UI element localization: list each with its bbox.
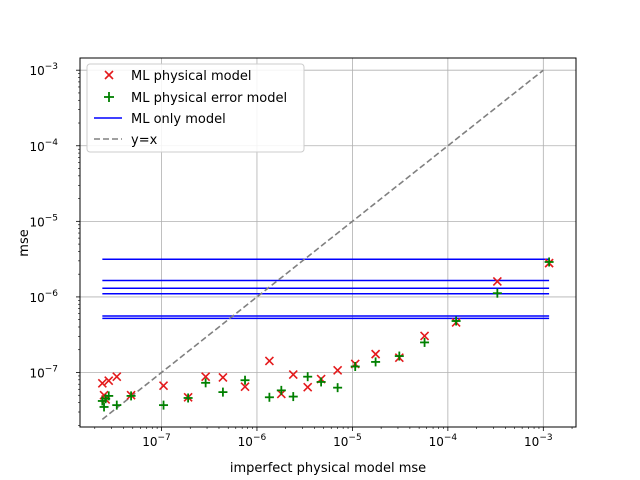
x-marker-stroke <box>104 376 114 386</box>
y-equals-x-line <box>101 69 544 420</box>
x-marker-stroke <box>264 356 274 366</box>
x-marker-stroke <box>112 372 122 382</box>
x-marker-point <box>240 382 250 392</box>
x-axis-label: imperfect physical model mse <box>230 461 426 476</box>
plus-marker-point <box>112 400 122 410</box>
y-tick-label: 10−7 <box>29 364 58 380</box>
plus-marker-point <box>288 392 298 402</box>
x-marker-stroke <box>303 382 313 392</box>
y-tick-label: 10−3 <box>29 62 58 78</box>
x-marker-stroke <box>371 349 381 359</box>
plus-marker-point <box>104 391 114 401</box>
legend-label-ml-physical-model: ML physical model <box>131 69 252 84</box>
x-marker-stroke <box>201 372 211 382</box>
x-marker-point <box>333 365 343 375</box>
plus-marker-point <box>492 288 502 298</box>
plus-marker-point <box>451 316 461 326</box>
plus-marker-point <box>394 351 404 361</box>
x-marker-stroke <box>492 276 502 287</box>
plus-marker-point <box>218 387 228 397</box>
y-tick-label: 10−4 <box>29 138 58 154</box>
y-equals-x-path <box>101 69 544 420</box>
y-axis-ticks: 10−7 10−6 10−5 10−4 10−3 <box>29 62 80 426</box>
x-marker-point <box>158 381 169 391</box>
plus-marker-point <box>264 392 274 402</box>
y-axis-label: mse <box>17 229 32 256</box>
legend-marker-plus-icon <box>104 92 114 102</box>
plus-marker-point <box>316 377 326 387</box>
x-marker-point <box>264 356 274 366</box>
x-marker-stroke <box>240 382 250 392</box>
x-marker-point <box>419 331 430 341</box>
x-marker-stroke <box>218 372 228 383</box>
plus-marker-point <box>420 337 430 347</box>
plus-marker-point <box>303 372 313 382</box>
ml-physical-error-model-points <box>97 257 554 412</box>
plus-marker-point <box>201 378 211 388</box>
x-marker-stroke <box>97 378 107 388</box>
x-marker-point <box>201 372 211 382</box>
y-tick-label: 10−6 <box>29 289 58 305</box>
plus-marker-point <box>350 362 360 372</box>
plus-marker-point <box>333 383 343 393</box>
plus-marker-point <box>544 257 554 267</box>
x-marker-point <box>303 382 313 392</box>
x-marker-point <box>288 369 298 380</box>
x-axis-ticks: 10−7 10−6 10−5 10−4 10−3 <box>94 427 573 449</box>
legend: ML physical model ML physical error mode… <box>86 63 305 153</box>
plus-marker-point <box>371 357 381 367</box>
x-tick-label: 10−7 <box>142 433 171 449</box>
plus-marker-point <box>159 400 169 410</box>
x-tick-label: 10−4 <box>429 433 458 449</box>
x-marker-point <box>218 372 228 383</box>
legend-marker-x-icon <box>104 70 114 80</box>
x-marker-point <box>112 372 122 382</box>
x-marker-point <box>492 276 502 287</box>
y-tick-label: 10−5 <box>29 213 58 229</box>
plus-marker-point <box>183 393 193 403</box>
x-marker-stroke <box>288 369 298 380</box>
plus-marker-point <box>126 391 136 401</box>
x-tick-label: 10−5 <box>333 433 362 449</box>
ml-only-model-lines <box>102 258 550 320</box>
x-marker-point <box>97 378 107 388</box>
x-tick-label: 10−6 <box>238 433 267 449</box>
plus-marker-point <box>276 385 286 395</box>
x-marker-point <box>371 349 381 359</box>
legend-box <box>86 63 305 153</box>
x-marker-stroke <box>333 365 343 375</box>
plus-marker-point <box>99 402 109 412</box>
legend-label-ml-only-model: ML only model <box>131 112 226 127</box>
x-tick-label: 10−3 <box>524 433 553 449</box>
x-marker-stroke <box>419 331 430 341</box>
plus-marker-point <box>240 375 250 385</box>
x-marker-point <box>104 376 114 386</box>
x-marker-stroke <box>158 381 169 391</box>
legend-label-y-equals-x: y=x <box>131 133 158 148</box>
legend-label-ml-physical-error-model: ML physical error model <box>131 91 287 106</box>
plot-frame <box>79 57 577 428</box>
